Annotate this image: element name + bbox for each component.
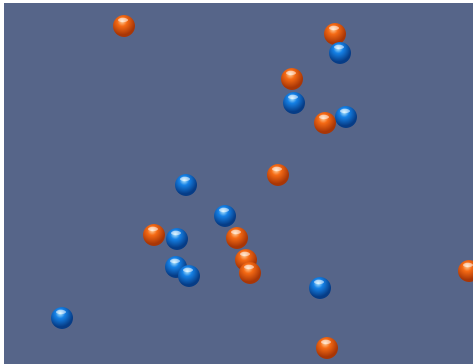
orange-ball-highlight [286, 70, 296, 76]
blue-ball-highlight [340, 108, 350, 114]
scene-background [4, 3, 473, 364]
orange-ball-highlight [244, 264, 254, 270]
blue-ball-highlight [171, 230, 181, 236]
blue-ball-highlight [334, 44, 344, 50]
orange-ball-highlight [272, 166, 282, 172]
blue-ball-highlight [288, 94, 298, 100]
orange-ball-highlight [148, 226, 158, 232]
blue-ball-highlight [56, 309, 66, 315]
simulation-viewport[interactable] [4, 3, 473, 364]
blue-ball-highlight [314, 279, 324, 285]
orange-ball-highlight [231, 229, 241, 235]
orange-ball-highlight [240, 251, 250, 257]
blue-ball-highlight [170, 258, 180, 264]
orange-ball-highlight [463, 262, 473, 268]
balls-layer [51, 15, 473, 359]
orange-ball-highlight [319, 114, 329, 120]
blue-ball-highlight [180, 176, 190, 182]
blue-ball-highlight [183, 267, 193, 273]
orange-ball-highlight [118, 17, 128, 23]
orange-ball-highlight [329, 25, 339, 31]
orange-ball-highlight [321, 339, 331, 345]
blue-ball-highlight [219, 207, 229, 213]
ball-scene[interactable] [4, 3, 473, 364]
